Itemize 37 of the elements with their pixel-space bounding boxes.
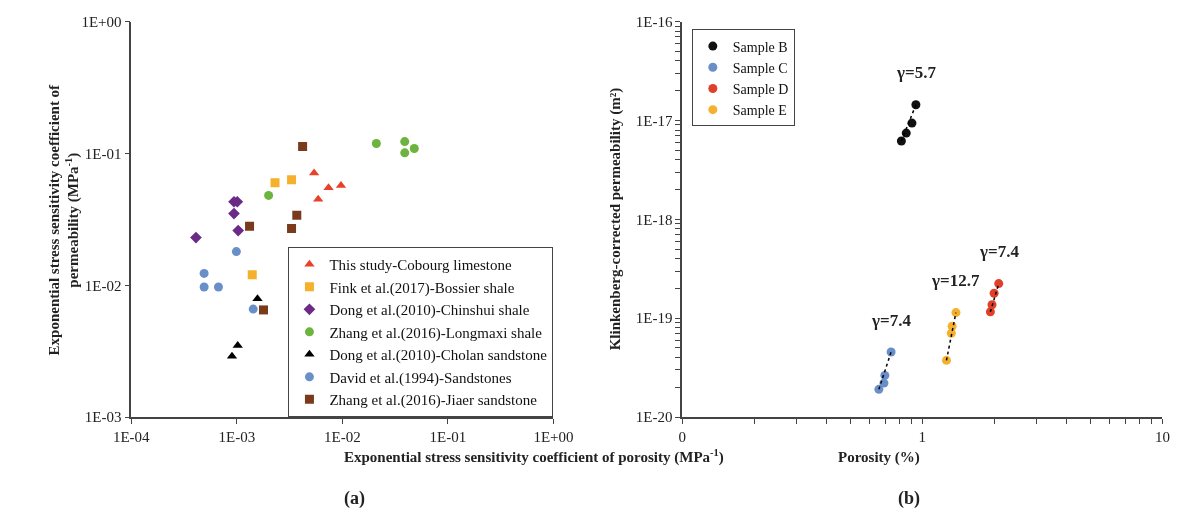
y-tick-label: 1E-20: [635, 409, 673, 426]
y-tick-label: 1E-02: [84, 277, 122, 294]
legend-label: Sample B: [732, 39, 788, 55]
annotation: γ=7.4: [979, 242, 1020, 261]
x-tick-label: 1: [918, 428, 927, 445]
legend-label: Zhang et al.(2016)-Jiaer sandstone: [329, 392, 538, 410]
y-axis-title: Klinkenberg-corrected permeability (m²): [606, 87, 624, 351]
legend-label: This study-Cobourg limestone: [329, 257, 513, 274]
x-tick-label: 1E-03: [218, 428, 256, 445]
legend-label: Fink et al.(2017)-Bossier shale: [329, 279, 515, 297]
x-tick-label: 1E-01: [429, 428, 467, 445]
legend-label: Sample C: [732, 60, 788, 76]
y-tick-label: 1E-16: [635, 13, 673, 30]
legend-label: Dong et al.(2010)-Cholan sandstone: [329, 347, 548, 365]
y-tick-label: 1E-19: [635, 310, 673, 327]
x-tick-label: 0: [678, 428, 686, 445]
x-axis-title: Porosity (%): [838, 449, 920, 466]
y-tick-label: 1E-17: [635, 112, 673, 129]
legend-label: Dong et al.(2010)-Chinshui shale: [329, 302, 530, 320]
text: (b): [898, 488, 920, 509]
legend-label: Sample E: [732, 103, 787, 119]
x-tick-label: 1E-04: [112, 428, 151, 445]
x-axis-title: Exponential stress sensitivity coefficient of porosity (MPa$^{-1}$): [344, 447, 724, 467]
y-tick-label: 1E-03: [84, 409, 122, 426]
x-tick-label: 1E+00: [533, 428, 574, 445]
legend-label: Zhang et al.(2016)-Longmaxi shale: [329, 324, 543, 342]
x-tick-label: 1E-02: [324, 428, 361, 445]
text: (a): [344, 488, 365, 509]
y-tick-label: 1E-01: [84, 145, 122, 162]
legend-label: David et al.(1994)-Sandstones: [329, 369, 512, 387]
annotation: γ=12.7: [931, 271, 980, 290]
annotation: γ=5.7: [896, 63, 937, 82]
legend-label: Sample D: [732, 81, 789, 97]
y-tick-label: 1E+00: [81, 13, 122, 30]
y-tick-label: 1E-18: [635, 211, 673, 228]
annotation: γ=7.4: [871, 311, 912, 330]
x-tick-label: 10: [1154, 428, 1170, 445]
